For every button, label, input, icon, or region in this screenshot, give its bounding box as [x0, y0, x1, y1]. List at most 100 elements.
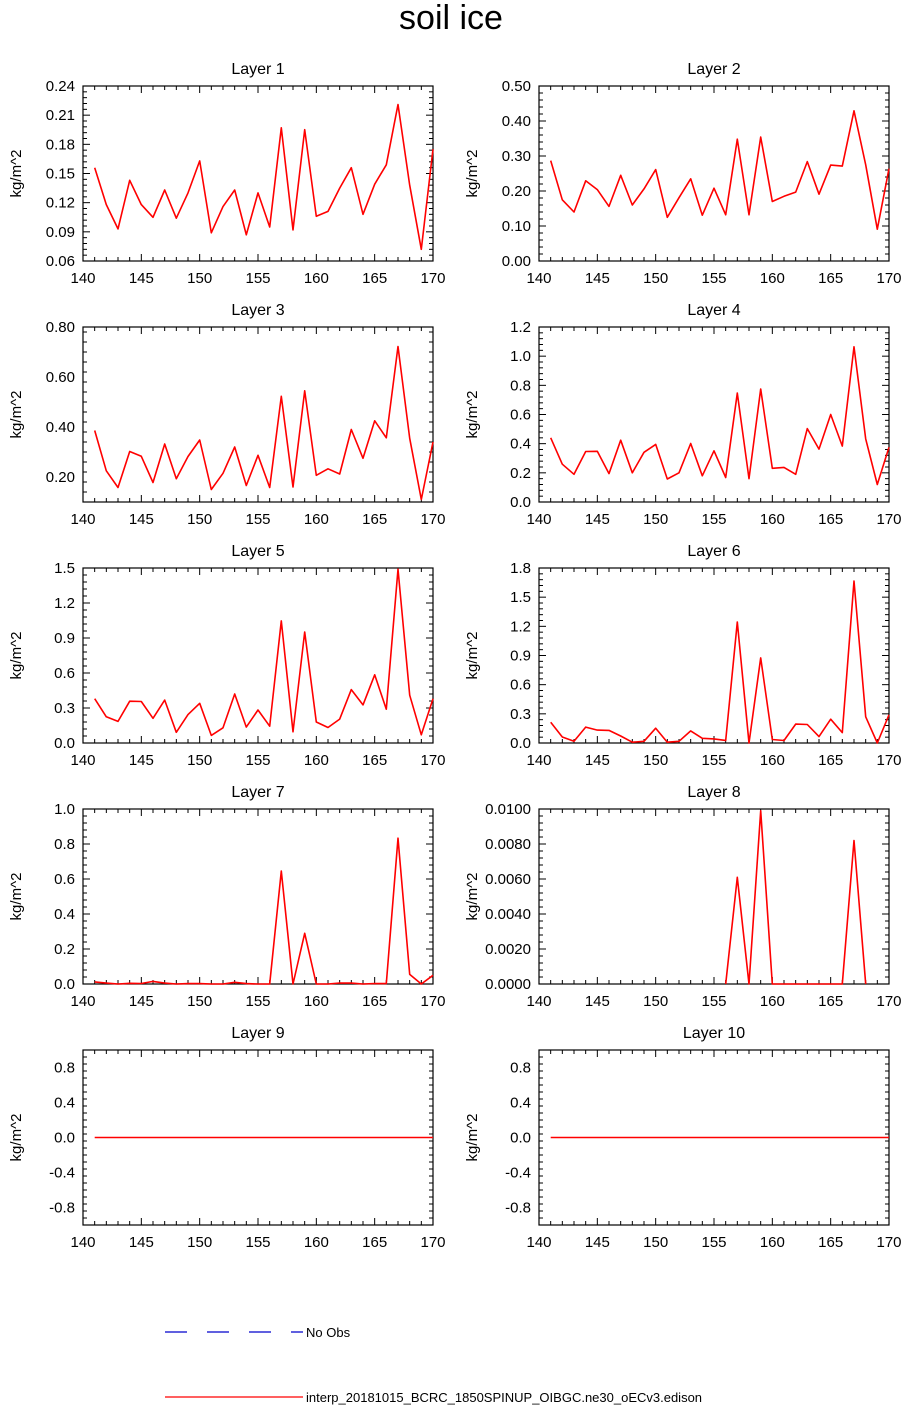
y-tick-label: 0.2 — [510, 465, 531, 482]
y-tick-label: 0.30 — [502, 148, 531, 165]
y-axis-label: kg/m^2 — [464, 391, 481, 439]
x-tick-label: 140 — [526, 270, 551, 287]
x-tick-label: 165 — [818, 1234, 843, 1251]
y-tick-label: 0.0000 — [485, 976, 531, 993]
y-tick-label: 0.06 — [46, 253, 75, 270]
legend-model-label: interp_20181015_BCRC_1850SPINUP_OIBGC.ne… — [306, 1390, 702, 1405]
x-tick-label: 150 — [187, 1234, 212, 1251]
x-tick-label: 165 — [362, 270, 387, 287]
x-tick-label: 140 — [70, 511, 95, 528]
y-tick-label: 0.0 — [54, 735, 75, 752]
y-axis-label: kg/m^2 — [464, 632, 481, 680]
x-tick-label: 150 — [187, 752, 212, 769]
y-tick-label: 0.8 — [54, 836, 75, 853]
y-tick-label: 0.20 — [502, 183, 531, 200]
y-tick-label: 1.2 — [54, 595, 75, 612]
x-tick-label: 165 — [362, 993, 387, 1010]
x-tick-label: 140 — [70, 752, 95, 769]
y-tick-label: 0.12 — [46, 195, 75, 212]
x-tick-label: 160 — [304, 1234, 329, 1251]
y-tick-label: 0.0 — [510, 494, 531, 511]
panel-layer-10: Layer 10 kg/m^2 140 145 150 155 160 165 170 -0.8 -… — [464, 1025, 902, 1251]
y-tick-label: 0.20 — [46, 469, 75, 486]
series-line — [724, 809, 867, 985]
panel-layer-8: Layer 8 kg/m^2 140 145 150 155 160 165 170 0.0000… — [464, 784, 902, 1010]
panels-group: Layer 1 kg/m^2 140 145 150 155 160 165 170 0.06 0.… — [8, 61, 902, 1251]
y-axis-label: kg/m^2 — [464, 150, 481, 198]
x-tick-label: 160 — [760, 752, 785, 769]
y-tick-label: -0.8 — [49, 1200, 75, 1217]
y-tick-label: 0.0080 — [485, 836, 531, 853]
x-tick-label: 145 — [129, 511, 154, 528]
y-axis-label: kg/m^2 — [8, 632, 25, 680]
x-tick-label: 145 — [129, 752, 154, 769]
y-tick-label: 0.8 — [54, 1060, 75, 1077]
y-tick-label: 1.2 — [510, 319, 531, 336]
y-tick-label: 0.3 — [54, 700, 75, 717]
x-tick-label: 155 — [701, 1234, 726, 1251]
x-tick-label: 145 — [585, 1234, 610, 1251]
x-tick-label: 140 — [526, 993, 551, 1010]
y-tick-label: 0.6 — [54, 871, 75, 888]
x-tick-label: 150 — [187, 993, 212, 1010]
y-tick-label: 1.8 — [510, 560, 531, 577]
panel-title: Layer 9 — [231, 1025, 284, 1042]
series-line — [93, 345, 434, 501]
x-tick-label: 170 — [876, 752, 901, 769]
panel-layer-4: Layer 4 kg/m^2 140 145 150 155 160 165 170 0.0 0.2… — [464, 302, 902, 528]
series-line — [549, 345, 890, 486]
x-tick-label: 140 — [70, 270, 95, 287]
panel-title: Layer 4 — [687, 302, 740, 319]
y-tick-label: 0.4 — [510, 436, 531, 453]
panel-title: Layer 5 — [231, 543, 284, 560]
panel-layer-1: Layer 1 kg/m^2 140 145 150 155 160 165 170 0.06 0.… — [8, 61, 446, 287]
x-tick-label: 170 — [420, 752, 445, 769]
y-tick-label: 0.8 — [510, 377, 531, 394]
x-tick-label: 165 — [818, 270, 843, 287]
series-line — [93, 103, 434, 251]
x-tick-label: 150 — [187, 511, 212, 528]
x-tick-label: 165 — [818, 511, 843, 528]
x-tick-label: 165 — [362, 1234, 387, 1251]
x-tick-label: 150 — [643, 752, 668, 769]
plot-frame — [538, 567, 890, 744]
x-tick-label: 170 — [420, 1234, 445, 1251]
y-tick-label: 0.9 — [510, 648, 531, 665]
panel-title: Layer 3 — [231, 302, 284, 319]
x-tick-label: 165 — [362, 511, 387, 528]
x-tick-label: 170 — [420, 993, 445, 1010]
x-tick-label: 170 — [876, 270, 901, 287]
y-tick-label: 0.50 — [502, 78, 531, 95]
y-tick-label: 0.4 — [510, 1095, 531, 1112]
y-tick-label: 0.10 — [502, 218, 531, 235]
x-tick-label: 170 — [420, 270, 445, 287]
x-tick-label: 155 — [701, 993, 726, 1010]
x-tick-label: 145 — [585, 752, 610, 769]
x-tick-label: 165 — [818, 752, 843, 769]
y-tick-label: 1.2 — [510, 618, 531, 635]
panel-title: Layer 6 — [687, 543, 740, 560]
x-tick-label: 155 — [245, 270, 270, 287]
series-line — [550, 580, 890, 744]
y-tick-label: 0.18 — [46, 136, 75, 153]
x-tick-label: 145 — [129, 993, 154, 1010]
figure-title: soil ice — [399, 0, 503, 37]
y-tick-label: 0.0060 — [485, 871, 531, 888]
y-tick-label: 1.0 — [510, 348, 531, 365]
legend-no-obs-label: No Obs — [306, 1325, 351, 1340]
x-tick-label: 170 — [876, 993, 901, 1010]
y-tick-label: 1.0 — [54, 801, 75, 818]
x-tick-label: 145 — [585, 511, 610, 528]
x-tick-label: 140 — [526, 752, 551, 769]
y-tick-label: 0.2 — [54, 941, 75, 958]
x-tick-label: 160 — [760, 1234, 785, 1251]
x-tick-label: 155 — [245, 993, 270, 1010]
plot-frame — [538, 808, 890, 985]
y-axis-label: kg/m^2 — [8, 873, 25, 921]
x-tick-label: 145 — [585, 270, 610, 287]
y-axis-label: kg/m^2 — [8, 1114, 25, 1162]
x-tick-label: 145 — [129, 270, 154, 287]
y-tick-label: 0.40 — [46, 419, 75, 436]
x-tick-label: 145 — [585, 993, 610, 1010]
